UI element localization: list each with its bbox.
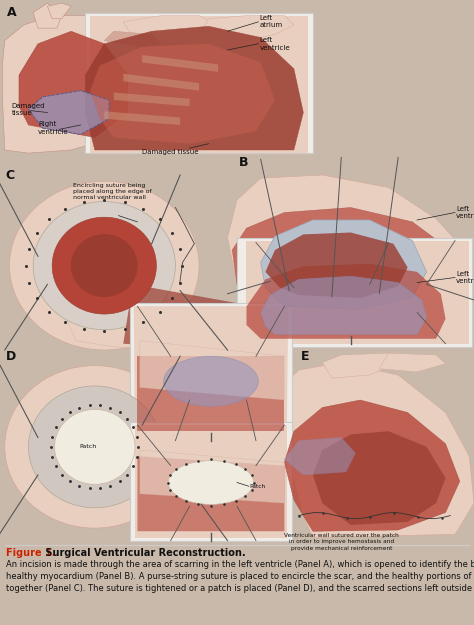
Polygon shape — [90, 16, 308, 153]
Polygon shape — [261, 276, 427, 334]
Polygon shape — [246, 264, 446, 339]
Polygon shape — [237, 156, 474, 347]
Text: Figure 1.: Figure 1. — [6, 548, 55, 558]
Ellipse shape — [164, 356, 258, 406]
Polygon shape — [199, 16, 294, 41]
Polygon shape — [246, 241, 469, 344]
Polygon shape — [322, 353, 398, 378]
Polygon shape — [123, 74, 199, 91]
Polygon shape — [104, 31, 161, 47]
Text: Left
atrium: Left atrium — [260, 14, 283, 28]
Polygon shape — [90, 44, 275, 144]
Polygon shape — [142, 55, 218, 72]
Text: B: B — [239, 156, 249, 169]
Polygon shape — [379, 353, 446, 372]
Bar — [0, 356, 237, 541]
Polygon shape — [28, 91, 109, 134]
Text: Left
ventricle: Left ventricle — [260, 37, 291, 51]
Text: An incision is made through the area of scarring in the left ventricle (Panel A): An incision is made through the area of … — [6, 560, 474, 592]
Ellipse shape — [33, 201, 175, 330]
Polygon shape — [137, 456, 284, 531]
Text: Encircling suture being
placed along the edge of
normal ventricular wall: Encircling suture being placed along the… — [73, 182, 152, 200]
Polygon shape — [275, 362, 474, 538]
Ellipse shape — [71, 234, 137, 297]
Polygon shape — [85, 26, 303, 150]
Text: D: D — [6, 350, 16, 363]
Polygon shape — [228, 175, 474, 347]
Polygon shape — [47, 3, 71, 19]
Text: A: A — [7, 6, 17, 19]
Bar — [0, 0, 474, 153]
Polygon shape — [142, 294, 237, 350]
Polygon shape — [137, 356, 284, 431]
Polygon shape — [134, 306, 288, 438]
Polygon shape — [2, 16, 142, 153]
Polygon shape — [284, 438, 356, 475]
Polygon shape — [232, 208, 465, 336]
Polygon shape — [133, 478, 237, 541]
Polygon shape — [66, 294, 237, 350]
Polygon shape — [123, 284, 237, 350]
Polygon shape — [261, 220, 427, 309]
Polygon shape — [284, 400, 460, 531]
Text: C: C — [6, 169, 15, 182]
Text: Patch: Patch — [79, 444, 96, 449]
Text: Left
ventricle: Left ventricle — [456, 271, 474, 284]
Polygon shape — [265, 232, 408, 298]
Ellipse shape — [28, 386, 161, 508]
Polygon shape — [299, 353, 474, 538]
Text: Damaged tissue: Damaged tissue — [142, 149, 199, 155]
Polygon shape — [19, 31, 128, 138]
Polygon shape — [313, 431, 446, 525]
Text: Ventricular wall sutured over the patch
in order to improve hemostasis and
provi: Ventricular wall sutured over the patch … — [284, 532, 399, 551]
Ellipse shape — [9, 181, 199, 350]
Polygon shape — [123, 16, 218, 44]
Ellipse shape — [52, 217, 156, 314]
Text: E: E — [301, 350, 310, 363]
Bar — [0, 166, 237, 350]
Bar — [130, 422, 292, 541]
Text: Damaged
tissue: Damaged tissue — [12, 102, 46, 116]
Text: Right
ventricle: Right ventricle — [38, 121, 69, 135]
Polygon shape — [140, 341, 284, 400]
Text: Surgical Ventricular Reconstruction.: Surgical Ventricular Reconstruction. — [42, 548, 246, 558]
Text: Patch: Patch — [250, 484, 266, 489]
Polygon shape — [114, 92, 190, 106]
Bar — [130, 303, 292, 441]
Bar — [294, 353, 474, 541]
Polygon shape — [104, 111, 180, 125]
Bar — [85, 12, 313, 153]
Ellipse shape — [55, 409, 135, 484]
Ellipse shape — [168, 461, 254, 504]
Text: Left
ventricle: Left ventricle — [456, 206, 474, 219]
Polygon shape — [135, 425, 287, 538]
Ellipse shape — [5, 366, 185, 528]
Polygon shape — [33, 3, 62, 28]
Bar — [237, 238, 472, 347]
Polygon shape — [140, 450, 284, 503]
